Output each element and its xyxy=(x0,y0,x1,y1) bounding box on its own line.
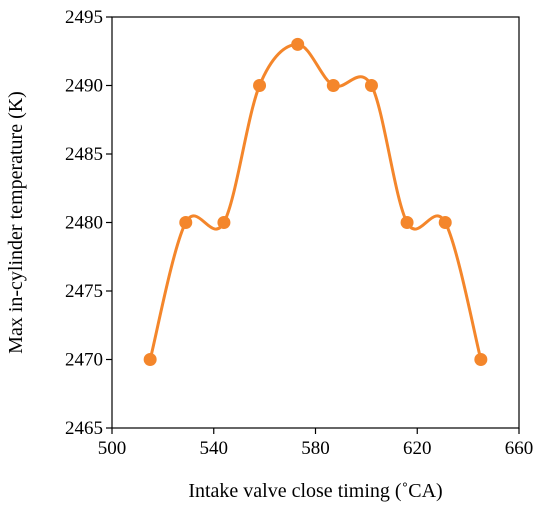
y-tick-label: 2465 xyxy=(65,418,103,439)
data-point xyxy=(364,79,378,92)
y-tick-label: 2495 xyxy=(65,7,103,28)
y-axis-label: Max in-cylinder temperature (K) xyxy=(5,91,27,354)
data-point xyxy=(179,216,193,229)
y-tick-label: 2475 xyxy=(65,281,103,302)
data-point xyxy=(326,79,340,92)
x-axis-label: Intake valve close timing (˚CA) xyxy=(188,480,442,502)
series-layer xyxy=(143,37,488,366)
y-tick-label: 2480 xyxy=(65,213,103,234)
data-point xyxy=(253,79,267,92)
data-point xyxy=(400,216,414,229)
y-tick-label: 2490 xyxy=(65,76,103,97)
y-tick-label: 2470 xyxy=(65,350,103,371)
x-tick-label: 660 xyxy=(505,438,534,459)
x-tick-label: 580 xyxy=(301,438,330,459)
x-tick-label: 620 xyxy=(403,438,432,459)
y-tick-label: 2485 xyxy=(65,144,103,165)
x-tick-label: 540 xyxy=(200,438,229,459)
x-axis-ticks: 500 540 580 620 660 xyxy=(98,428,534,459)
series-line xyxy=(148,42,483,361)
x-tick-label: 500 xyxy=(98,438,127,459)
data-point xyxy=(438,216,452,229)
data-point xyxy=(474,353,488,366)
y-axis-ticks: 2465 2470 2475 2480 2485 2490 2495 xyxy=(65,7,112,439)
plot-area xyxy=(111,16,520,429)
data-point xyxy=(143,353,157,366)
data-point xyxy=(291,37,305,51)
data-point xyxy=(217,216,231,229)
